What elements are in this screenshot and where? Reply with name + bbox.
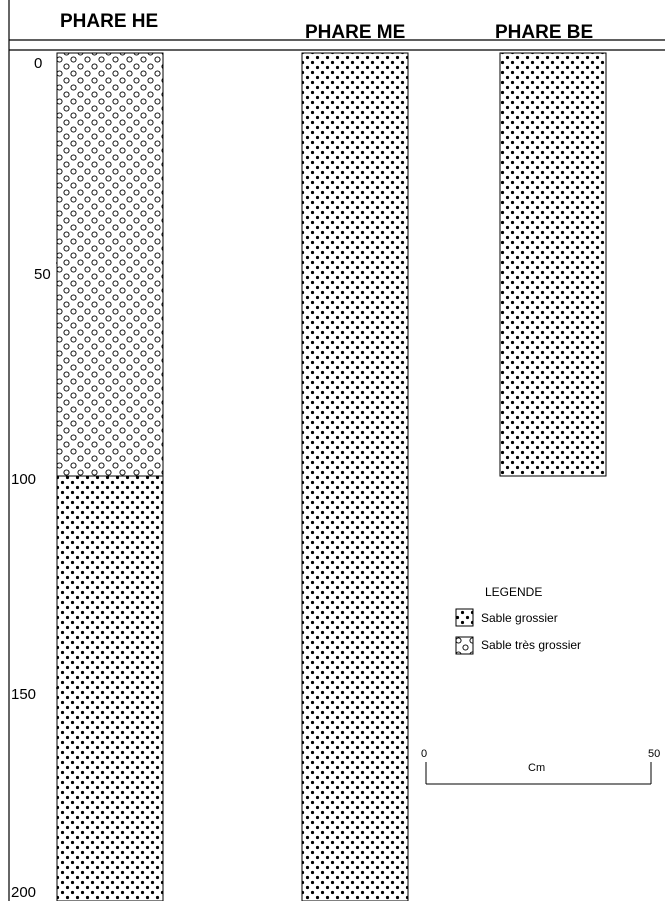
legend-swatch-dots — [455, 608, 474, 627]
scale-bar-unit-label: Cm — [528, 762, 545, 774]
column-phare-he — [56, 52, 164, 901]
column-header-be: PHARE BE — [495, 22, 593, 43]
depth-tick-label-50: 50 — [34, 266, 51, 283]
column-header-he: PHARE HE — [60, 11, 158, 32]
layer-sable-grossier — [301, 52, 409, 901]
scale-bar-start-label: 0 — [421, 748, 427, 760]
column-header-me: PHARE ME — [305, 22, 405, 43]
depth-tick-label-100: 100 — [11, 471, 36, 488]
legend-title: LEGENDE — [485, 585, 542, 599]
legend-label-sable-grossier: Sable grossier — [481, 611, 558, 625]
depth-axis: 0 50 100 150 200 — [11, 55, 72, 901]
depth-tick-label-0: 0 — [34, 55, 42, 72]
scale-bar: 0 50 Cm — [421, 748, 660, 785]
depth-tick-label-200: 200 — [11, 884, 36, 901]
depth-tick-label-150: 150 — [11, 686, 36, 703]
layer-sable-grossier — [499, 52, 607, 477]
column-phare-me — [301, 52, 409, 901]
layer-sable-tres-grossier — [56, 52, 164, 477]
layer-sable-grossier — [56, 475, 164, 901]
legend-label-sable-tres-grossier: Sable très grossier — [481, 638, 581, 652]
legend: LEGENDE Sable grossier Sable très grossi… — [455, 585, 581, 655]
legend-swatch-circles — [455, 636, 474, 655]
column-phare-be — [499, 52, 607, 477]
scale-bar-end-label: 50 — [648, 748, 660, 760]
